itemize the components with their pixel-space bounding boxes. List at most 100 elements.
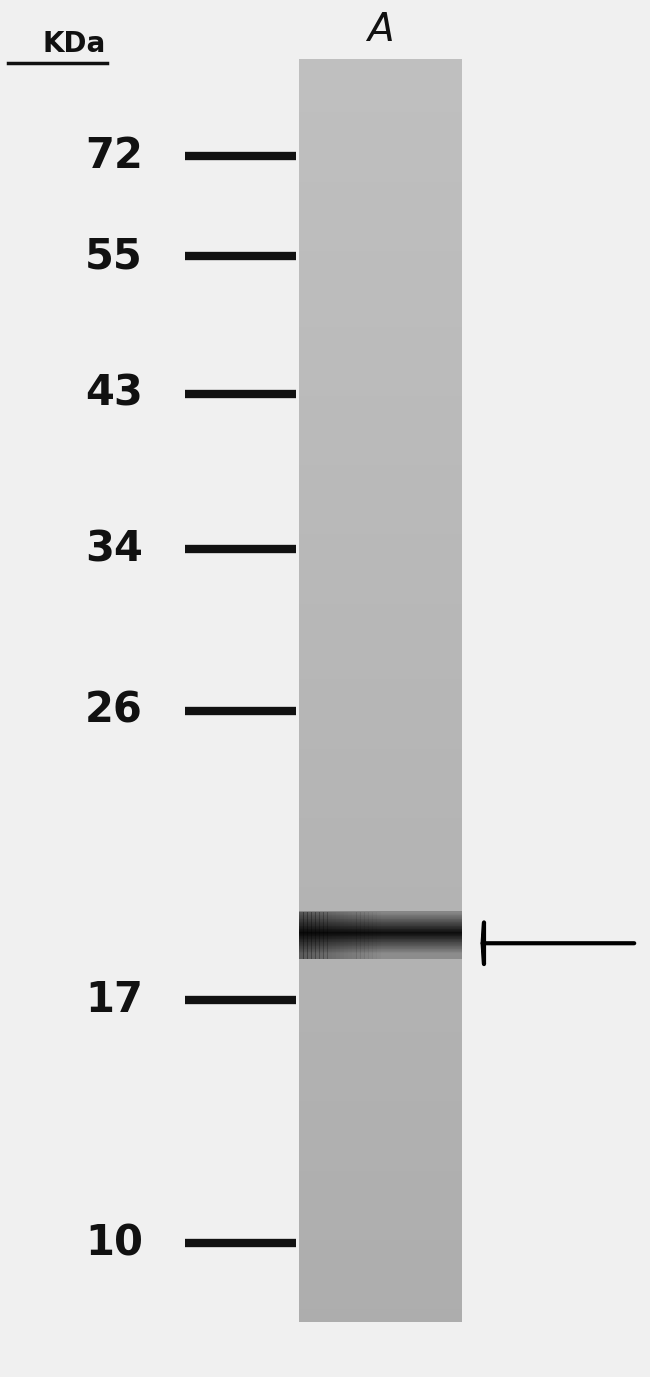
Bar (299, 954, 462, 963)
Bar (299, 913, 462, 916)
Bar (299, 355, 462, 365)
Bar (299, 66, 462, 74)
Bar (299, 759, 462, 767)
Bar (299, 343, 462, 351)
Bar (299, 986, 462, 994)
Bar (299, 952, 462, 954)
Bar (299, 1036, 462, 1045)
Bar (299, 614, 462, 622)
Bar (299, 1055, 462, 1063)
Bar (299, 872, 462, 881)
Bar (299, 828, 462, 837)
Bar (299, 1231, 462, 1241)
Bar (299, 627, 462, 635)
Bar (299, 1042, 462, 1051)
Bar (299, 198, 462, 207)
Bar (299, 913, 304, 958)
Bar (299, 914, 462, 917)
Bar (299, 450, 462, 459)
Bar (299, 658, 462, 666)
Bar (356, 913, 361, 958)
Bar (307, 913, 312, 958)
Bar (299, 946, 462, 949)
Bar (299, 936, 462, 938)
Bar (299, 702, 462, 711)
Bar (299, 910, 462, 918)
Bar (299, 375, 462, 383)
Bar (299, 952, 462, 953)
Bar (299, 920, 462, 923)
Bar (299, 519, 462, 529)
Bar (299, 532, 462, 541)
Bar (299, 1287, 462, 1297)
Bar (299, 727, 462, 737)
Bar (299, 406, 462, 414)
Bar (299, 815, 462, 825)
Bar (299, 822, 462, 830)
Bar (299, 607, 462, 617)
Bar (299, 1162, 462, 1170)
Bar (299, 135, 462, 143)
Bar (299, 967, 462, 975)
Bar (299, 128, 462, 138)
Bar (299, 147, 462, 157)
Bar (299, 847, 462, 855)
Bar (299, 1250, 462, 1259)
Bar (299, 526, 462, 534)
Bar (299, 1111, 462, 1121)
Bar (299, 639, 462, 647)
Text: 43: 43 (85, 373, 143, 414)
Text: KDa: KDa (42, 30, 105, 58)
Bar (299, 708, 462, 717)
Bar (299, 1168, 462, 1177)
Bar (299, 1011, 462, 1019)
Bar (299, 620, 462, 629)
Text: 34: 34 (85, 529, 143, 570)
Bar (299, 330, 462, 339)
Bar (299, 1143, 462, 1151)
Text: 72: 72 (85, 135, 143, 176)
Bar (299, 443, 462, 453)
Bar (299, 216, 462, 226)
Bar (299, 917, 462, 918)
Bar (299, 771, 462, 781)
Bar (299, 936, 462, 939)
Bar (299, 1212, 462, 1221)
Bar (299, 223, 462, 233)
Bar (299, 942, 462, 950)
Bar (299, 235, 462, 245)
Bar (299, 387, 462, 395)
Bar (311, 913, 316, 958)
Bar (299, 185, 462, 194)
Bar (299, 852, 462, 862)
Bar (299, 1175, 462, 1183)
Bar (299, 943, 462, 946)
Bar (299, 292, 462, 302)
Bar (299, 957, 462, 958)
Bar (299, 286, 462, 295)
Bar (299, 928, 462, 931)
Bar (299, 576, 462, 585)
Bar (299, 938, 462, 939)
Bar (299, 956, 462, 957)
Bar (299, 1004, 462, 1013)
Bar (299, 632, 462, 642)
Bar (299, 1294, 462, 1303)
Bar (299, 946, 462, 947)
Bar (299, 1048, 462, 1058)
Bar (299, 1243, 462, 1253)
Bar (299, 299, 462, 307)
Bar (299, 945, 462, 946)
Bar (299, 160, 462, 169)
Bar (299, 1263, 462, 1271)
Bar (299, 934, 462, 936)
Bar (299, 972, 462, 982)
Bar (299, 116, 462, 125)
Bar (299, 456, 462, 465)
Bar (299, 953, 462, 954)
Bar (299, 778, 462, 786)
Bar (299, 1192, 462, 1202)
Bar (299, 953, 462, 956)
Bar (299, 931, 462, 934)
Bar (299, 431, 462, 441)
